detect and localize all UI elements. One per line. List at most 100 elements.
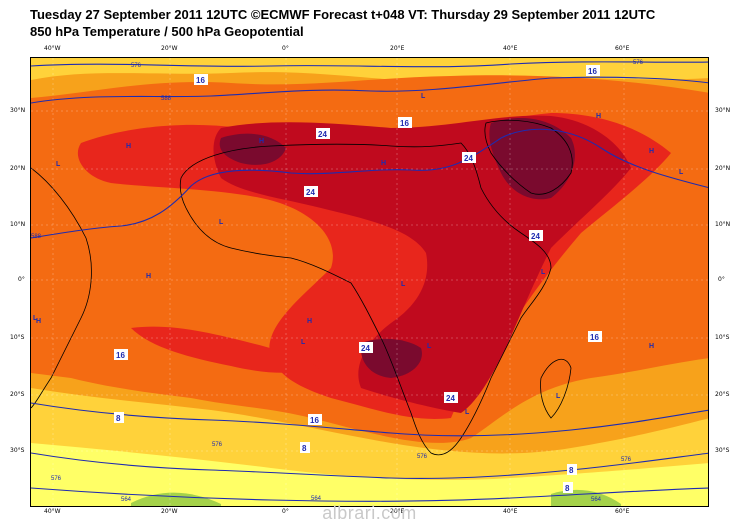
- low-centre-8: L: [427, 343, 432, 350]
- t-label-16-b: 16: [588, 67, 597, 76]
- t-label-8-a: 8: [116, 414, 121, 423]
- coastlines: [31, 119, 573, 456]
- t-label-8-b: 8: [302, 444, 307, 453]
- high-centre-5: H: [649, 148, 654, 155]
- low-centre-1: L: [56, 161, 61, 168]
- field-20-24-atlantic: [131, 326, 321, 373]
- lon-tick-bottom-40e: 40°E: [503, 508, 518, 515]
- field-28-32-sahara: [219, 133, 286, 165]
- africa-coastline: [179, 142, 552, 456]
- lon-tick-bottom-20w: 20°W: [161, 508, 178, 515]
- z-label-576-c: 576: [212, 442, 223, 448]
- low-centre-3: L: [421, 93, 426, 100]
- contour-576-north: [31, 61, 708, 68]
- high-centre-1: H: [126, 143, 131, 150]
- temperature-labels: 16 16 24 24 24 24 24 24 16 16 16 16 8 8 …: [114, 65, 602, 493]
- t-label-24-a: 24: [318, 130, 327, 139]
- t-label-24-c: 24: [464, 154, 473, 163]
- forecast-subtitle: 850 hPa Temperature / 500 hPa Geopotenti…: [30, 24, 304, 39]
- t-label-24-d: 24: [531, 232, 540, 241]
- arabia-coastline: [484, 119, 573, 195]
- field-north-cool: [31, 58, 708, 82]
- low-centre-7: L: [301, 339, 306, 346]
- lat-tick-right-20n: 20°N: [715, 165, 731, 172]
- t-label-16-f: 16: [590, 333, 599, 342]
- t-label-24-f: 24: [446, 394, 455, 403]
- low-centre-2: L: [219, 219, 224, 226]
- z-label-576-e: 576: [621, 457, 632, 463]
- low-centre-10: L: [33, 315, 38, 322]
- contour-564-south: [31, 452, 708, 480]
- contour-552-south: [31, 487, 708, 502]
- lat-tick-left-20s: 20°S: [10, 391, 25, 398]
- high-centre-3: H: [146, 273, 151, 280]
- lat-tick-left-10s: 10°S: [10, 334, 25, 341]
- field-28-32-kalahari: [360, 338, 422, 378]
- high-centre-8: H: [596, 113, 601, 120]
- t-label-16-d: 16: [116, 351, 125, 360]
- forecast-map-canvas: 16 16 24 24 24 24 24 24 16 16 16 16 8 8 …: [31, 58, 708, 506]
- lon-tick-top-20e: 20°E: [390, 45, 405, 52]
- contour-588-north: [31, 76, 708, 104]
- watermark: albrari.com: [322, 503, 417, 523]
- lat-tick-left-20n: 20°N: [10, 165, 26, 172]
- z-label-564-b: 564: [311, 496, 322, 502]
- z-label-576-f: 576: [51, 476, 62, 482]
- contour-576-south: [31, 402, 708, 437]
- high-centre-6: H: [649, 343, 654, 350]
- lat-tick-right-10n: 10°N: [715, 221, 731, 228]
- high-centre-2: H: [259, 138, 264, 145]
- field-0-8: [31, 443, 708, 506]
- geopotential-labels: 576 588 588 576 576 576 576 576 564 564 …: [31, 60, 644, 503]
- z-label-588-b: 588: [31, 234, 42, 240]
- high-centre-9: H: [381, 160, 386, 167]
- lon-tick-bottom-0: 0°: [282, 508, 289, 515]
- low-centre-9: L: [465, 409, 470, 416]
- lat-tick-left-0: 0°: [18, 276, 25, 283]
- lon-tick-top-0: 0°: [282, 45, 289, 52]
- pressure-centres: H H H H H H H H H L L L L L L L L L L L: [33, 93, 684, 416]
- high-centre-4: H: [307, 318, 312, 325]
- z-label-564-a: 564: [121, 497, 132, 503]
- forecast-title: Tuesday 27 September 2011 12UTC ©ECMWF F…: [30, 7, 656, 22]
- lat-tick-left-30n: 30°N: [10, 107, 26, 114]
- lat-tick-left-30s: 30°S: [10, 447, 25, 454]
- lat-tick-right-10s: 10°S: [715, 334, 730, 341]
- madagascar-coastline: [540, 358, 572, 419]
- lat-tick-right-30s: 30°S: [715, 447, 730, 454]
- field-green-patch-2: [551, 489, 621, 506]
- lat-tick-left-10n: 10°N: [10, 221, 26, 228]
- low-centre-5: L: [541, 269, 546, 276]
- t-label-16-a: 16: [196, 76, 205, 85]
- south-america-coastline: [31, 167, 92, 409]
- z-label-576-d: 576: [417, 454, 428, 460]
- lon-tick-bottom-20e: 20°E: [390, 508, 405, 515]
- high-centre-7: H: [36, 318, 41, 325]
- z-label-576-a: 576: [131, 63, 142, 69]
- z-label-576-b: 576: [633, 60, 644, 66]
- geopotential-contours: [31, 61, 708, 502]
- t-label-24-e: 24: [361, 344, 370, 353]
- lat-tick-right-0: 0°: [718, 276, 725, 283]
- lon-tick-bottom-40w: 40°W: [44, 508, 61, 515]
- lat-tick-right-30n: 30°N: [715, 107, 731, 114]
- t-label-24-b: 24: [306, 188, 315, 197]
- field-28-32-arabia: [489, 118, 575, 200]
- forecast-map: 16 16 24 24 24 24 24 24 16 16 16 16 8 8 …: [30, 57, 709, 507]
- low-centre-4: L: [401, 281, 406, 288]
- low-centre-11: L: [556, 393, 561, 400]
- z-label-588-a: 588: [161, 96, 172, 102]
- lon-tick-top-40e: 40°E: [503, 45, 518, 52]
- lon-tick-top-40w: 40°W: [44, 45, 61, 52]
- t-label-16-e: 16: [310, 416, 319, 425]
- t-label-8-d: 8: [565, 484, 570, 493]
- lat-tick-right-20s: 20°S: [715, 391, 730, 398]
- lon-tick-bottom-60e: 60°E: [615, 508, 630, 515]
- z-label-564-c: 564: [591, 497, 602, 503]
- low-centre-6: L: [679, 169, 684, 176]
- t-label-8-c: 8: [569, 466, 574, 475]
- t-label-16-c: 16: [400, 119, 409, 128]
- lon-tick-top-20w: 20°W: [161, 45, 178, 52]
- contour-588-main: [31, 128, 708, 239]
- lon-tick-top-60e: 60°E: [615, 45, 630, 52]
